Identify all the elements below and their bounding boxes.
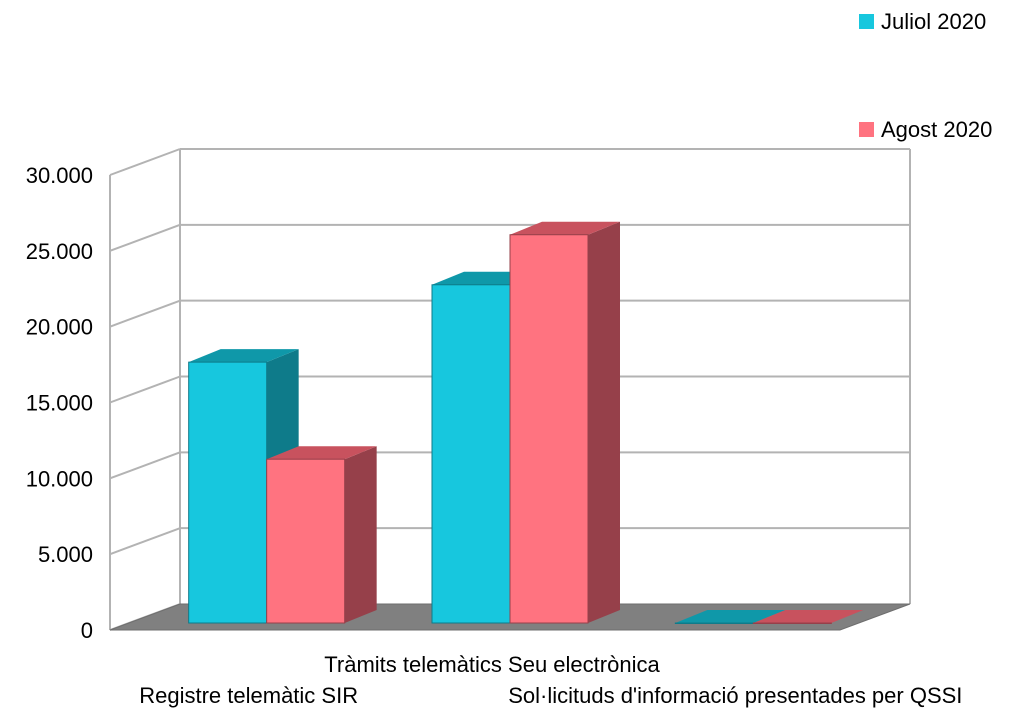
gridline-side [109,148,181,176]
bar-side [344,446,377,623]
gridline-side [109,299,181,328]
bar [752,610,864,624]
bar-top [266,446,377,460]
bar-front [431,284,511,624]
bar [266,446,377,624]
y-tick-label: 10.000 [26,466,93,491]
gridline-side [109,451,181,480]
legend-label: Agost 2020 [881,117,992,142]
x-category-label: Tràmits telemàtics Seu electrònica [324,652,660,677]
bar-top [188,349,299,363]
legend-item: Agost 2020 [859,117,992,142]
gridline-side [109,527,181,556]
legend-item: Juliol 2020 [859,9,986,34]
y-tick-label: 0 [81,618,93,643]
legend-swatch [859,122,874,137]
bar-front [509,234,589,624]
bar [509,221,620,624]
bar-front [266,458,346,624]
y-tick-label: 30.000 [26,163,93,188]
bar-top [675,610,786,623]
bars [188,221,864,624]
bar-front [752,622,832,624]
bar-side [588,221,620,623]
legend-label: Juliol 2020 [881,9,986,34]
bar-front [188,361,268,624]
x-category-label: Sol·licituds d'informació presentades pe… [508,683,962,708]
bar-top [753,610,864,623]
bar-front [674,622,754,624]
y-tick-label: 15.000 [26,391,93,416]
x-category-label: Registre telemàtic SIR [139,683,358,708]
x-axis-labels: Registre telemàtic SIR Tràmits telemàtics… [139,652,962,708]
bar-top [510,221,620,235]
gridline-side [109,223,181,252]
legend: Juliol 2020 Agost 2020 [859,9,992,142]
y-tick-label: 20.000 [26,315,93,340]
y-tick-label: 5.000 [38,542,93,567]
gridline-side [109,375,181,404]
y-tick-label: 25.000 [26,239,93,264]
y-axis-ticks: 0 5.000 10.000 15.000 20.000 25.000 30.000 [26,163,93,643]
legend-swatch [859,14,874,29]
